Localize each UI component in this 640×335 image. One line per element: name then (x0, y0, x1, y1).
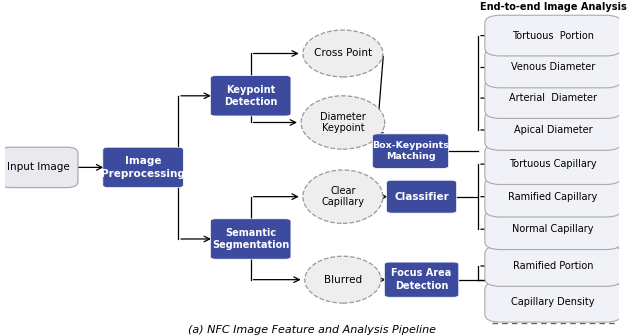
Text: End-to-end Image Analysis: End-to-end Image Analysis (480, 2, 627, 12)
FancyBboxPatch shape (485, 246, 621, 286)
Text: Ramified Portion: Ramified Portion (513, 261, 593, 271)
FancyBboxPatch shape (211, 219, 291, 259)
Text: Semantic
Segmentation: Semantic Segmentation (212, 228, 289, 250)
Text: Keypoint
Detection: Keypoint Detection (224, 85, 277, 107)
Text: Tortuous  Portion: Tortuous Portion (512, 30, 594, 41)
FancyBboxPatch shape (387, 180, 456, 213)
FancyBboxPatch shape (485, 15, 621, 56)
Text: Arterial  Diameter: Arterial Diameter (509, 93, 597, 103)
Text: Box-Keypoints
Matching: Box-Keypoints Matching (372, 141, 449, 161)
FancyBboxPatch shape (372, 134, 449, 169)
FancyBboxPatch shape (485, 281, 621, 322)
Ellipse shape (303, 30, 383, 77)
Ellipse shape (305, 256, 381, 303)
Text: Normal Capillary: Normal Capillary (513, 224, 594, 234)
Text: Tortuous Capillary: Tortuous Capillary (509, 159, 597, 169)
Text: Diameter
Keypoint: Diameter Keypoint (320, 112, 365, 133)
Text: Classifier: Classifier (394, 192, 449, 202)
FancyBboxPatch shape (485, 47, 621, 88)
Text: Venous Diameter: Venous Diameter (511, 63, 595, 72)
FancyBboxPatch shape (103, 147, 184, 188)
Text: Blurred: Blurred (324, 275, 362, 285)
Text: (a) NFC Image Feature and Analysis Pipeline: (a) NFC Image Feature and Analysis Pipel… (188, 325, 436, 335)
Text: Cross Point: Cross Point (314, 49, 372, 59)
Text: Capillary Density: Capillary Density (511, 297, 595, 307)
FancyBboxPatch shape (211, 76, 291, 116)
Text: Focus Area
Detection: Focus Area Detection (392, 268, 452, 291)
Text: Input Image: Input Image (7, 162, 70, 173)
Text: Clear
Capillary: Clear Capillary (321, 186, 364, 207)
FancyBboxPatch shape (485, 176, 621, 217)
FancyBboxPatch shape (385, 262, 459, 297)
FancyBboxPatch shape (0, 147, 78, 188)
Text: Apical Diameter: Apical Diameter (514, 125, 593, 135)
Text: Ramified Capillary: Ramified Capillary (509, 192, 598, 202)
FancyBboxPatch shape (485, 78, 621, 118)
FancyBboxPatch shape (485, 110, 621, 150)
Ellipse shape (303, 170, 383, 223)
Ellipse shape (301, 96, 385, 149)
FancyBboxPatch shape (485, 209, 621, 250)
FancyBboxPatch shape (485, 144, 621, 185)
Text: Image
Preprocessing: Image Preprocessing (101, 156, 185, 179)
